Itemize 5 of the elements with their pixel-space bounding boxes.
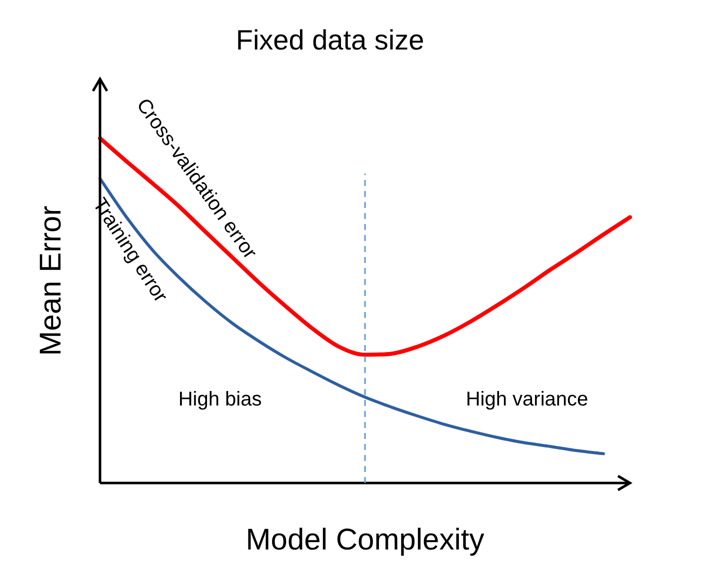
y-axis-title: Mean Error [34,206,68,356]
annotation: High variance [466,388,588,411]
chart-title: Fixed data size [236,24,424,56]
x-axis-title: Model Complexity [246,523,484,556]
annotation: High bias [178,388,262,411]
